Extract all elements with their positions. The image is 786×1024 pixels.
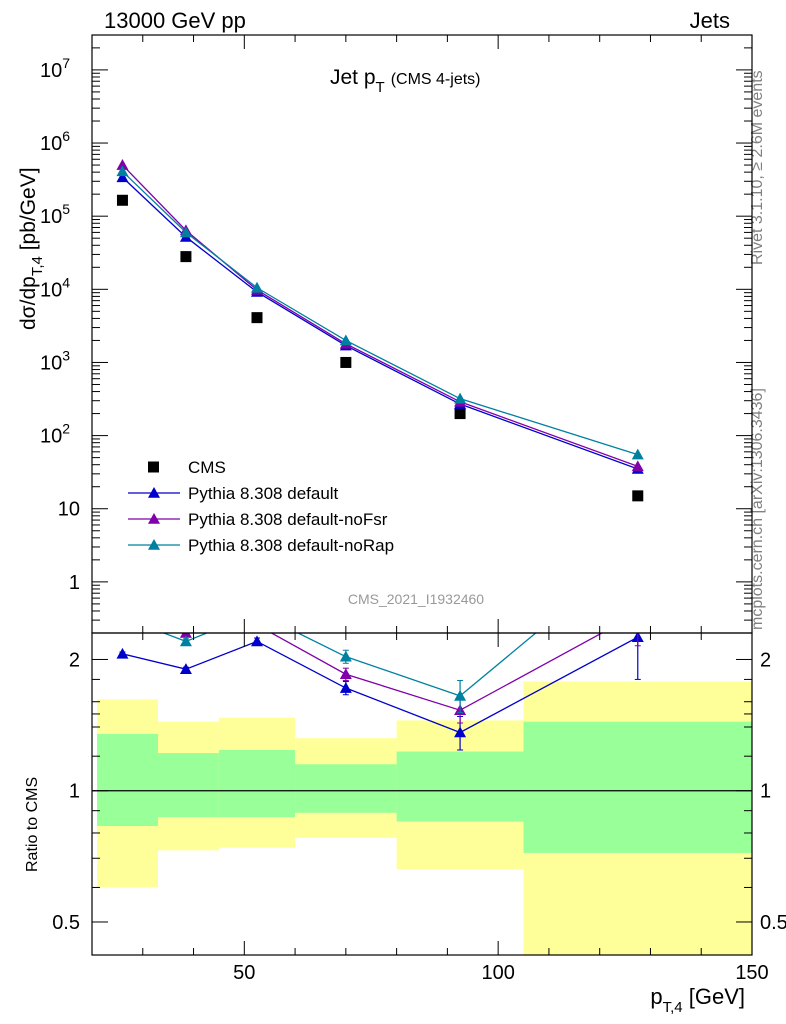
cms-data-point bbox=[251, 312, 263, 324]
main-y-axis-label: dσ/dpT,4 [pb/GeV] bbox=[17, 167, 46, 330]
ratio-y-tick-label-right: 0.5 bbox=[760, 912, 786, 934]
cms-data-point bbox=[340, 356, 352, 368]
cms-data-point bbox=[454, 408, 466, 420]
legend-label-default: Pythia 8.308 default bbox=[188, 484, 339, 503]
main-plot-area: 1 10 102 103 104 105 106 107 bbox=[40, 34, 753, 634]
mcplots-label: mcplots.cern.ch [arXiv:1306.3436] bbox=[749, 388, 766, 630]
y-tick-label: 10 bbox=[58, 499, 80, 521]
legend-marker-cms bbox=[148, 461, 159, 473]
main-line-noFsr bbox=[121, 164, 638, 467]
ratio-y-tick-label-left: 0.5 bbox=[52, 912, 80, 934]
rivet-label: Rivet 3.1.10, ≥ 2.6M events bbox=[749, 70, 766, 265]
cms-data-point bbox=[632, 490, 644, 502]
cms-data-point bbox=[180, 251, 192, 263]
ratio-marker-noFsr bbox=[179, 633, 192, 638]
ratio-band-inner bbox=[523, 721, 752, 853]
main-marker-noRap bbox=[179, 226, 192, 238]
ratio-band-inner bbox=[396, 751, 524, 822]
ratio-line-noRap bbox=[162, 633, 537, 697]
main-marker-noFsr bbox=[116, 159, 129, 170]
ratio-marker-default bbox=[454, 726, 467, 738]
legend-marker-noRap bbox=[148, 539, 160, 550]
ratio-line-default bbox=[122, 636, 639, 734]
x-tick-label: 150 bbox=[735, 962, 768, 984]
ratio-marker-noRap bbox=[339, 650, 352, 662]
ratio-marker-default bbox=[251, 635, 263, 647]
ratio-frame bbox=[91, 632, 753, 956]
header-right: Jets bbox=[690, 8, 730, 33]
ratio-clip-group bbox=[92, 633, 752, 955]
main-marker-noRap bbox=[116, 165, 129, 177]
y-tick-label: 102 bbox=[40, 421, 70, 448]
ratio-band-inner bbox=[97, 733, 158, 827]
ratio-line-noFsr bbox=[184, 633, 604, 711]
legend: CMS Pythia 8.308 default Pythia 8.308 defa… bbox=[128, 458, 394, 555]
main-marker-noRap bbox=[339, 334, 352, 346]
ratio-band-inner bbox=[295, 764, 397, 813]
legend-label-data: CMS bbox=[188, 458, 226, 477]
main-marker-noRap bbox=[631, 448, 644, 460]
main-line-noRap bbox=[122, 170, 638, 456]
main-title: Jet pT (CMS 4-jets) bbox=[330, 66, 480, 96]
legend-marker-noFsr bbox=[148, 513, 160, 524]
main-marker-default bbox=[116, 171, 129, 183]
y-tick-label: 1 bbox=[69, 572, 80, 594]
y-tick-label: 104 bbox=[40, 274, 70, 301]
ratio-band-inner bbox=[218, 749, 296, 818]
analysis-id: CMS_2021_I1932460 bbox=[348, 591, 484, 607]
ratio-y-tick-label-right: 2 bbox=[760, 649, 771, 671]
ratio-marker-noRap bbox=[179, 635, 192, 647]
ratio-plot-area: 0.5 0.5 1 1 2 2 50 100 150 bbox=[52, 633, 786, 984]
ratio-marker-default bbox=[339, 682, 352, 693]
main-marker-noRap bbox=[454, 392, 467, 404]
cms-data-point bbox=[116, 194, 128, 206]
main-marker-noRap bbox=[251, 281, 263, 293]
ratio-band-inner bbox=[158, 753, 219, 818]
ratio-marker-default bbox=[179, 663, 192, 674]
ratio-y-tick-label-left: 2 bbox=[69, 649, 80, 671]
ratio-y-axis-label: Ratio to CMS bbox=[24, 777, 41, 872]
y-tick-label: 106 bbox=[40, 128, 70, 155]
ratio-y-tick-label-right: 1 bbox=[760, 781, 771, 803]
y-tick-label: 103 bbox=[40, 347, 70, 374]
main-marker-noFsr bbox=[631, 460, 644, 472]
ratio-marker-noRap bbox=[454, 689, 467, 701]
legend-marker-default bbox=[148, 487, 160, 498]
legend-label-noFsr: Pythia 8.308 default-noFsr bbox=[188, 510, 388, 529]
ratio-marker-noFsr bbox=[339, 668, 352, 680]
legend-label-noRap: Pythia 8.308 default-noRap bbox=[188, 536, 394, 555]
x-tick-label: 50 bbox=[233, 962, 255, 984]
x-tick-label: 100 bbox=[481, 962, 514, 984]
y-tick-label: 105 bbox=[40, 201, 70, 228]
ratio-y-tick-label-left: 1 bbox=[69, 781, 80, 803]
x-axis-label: pT,4 [GeV] bbox=[650, 984, 745, 1016]
header-left: 13000 GeV pp bbox=[104, 8, 246, 33]
y-tick-label: 107 bbox=[40, 55, 70, 82]
main-line-default bbox=[122, 176, 638, 470]
ratio-marker-default bbox=[116, 647, 129, 659]
